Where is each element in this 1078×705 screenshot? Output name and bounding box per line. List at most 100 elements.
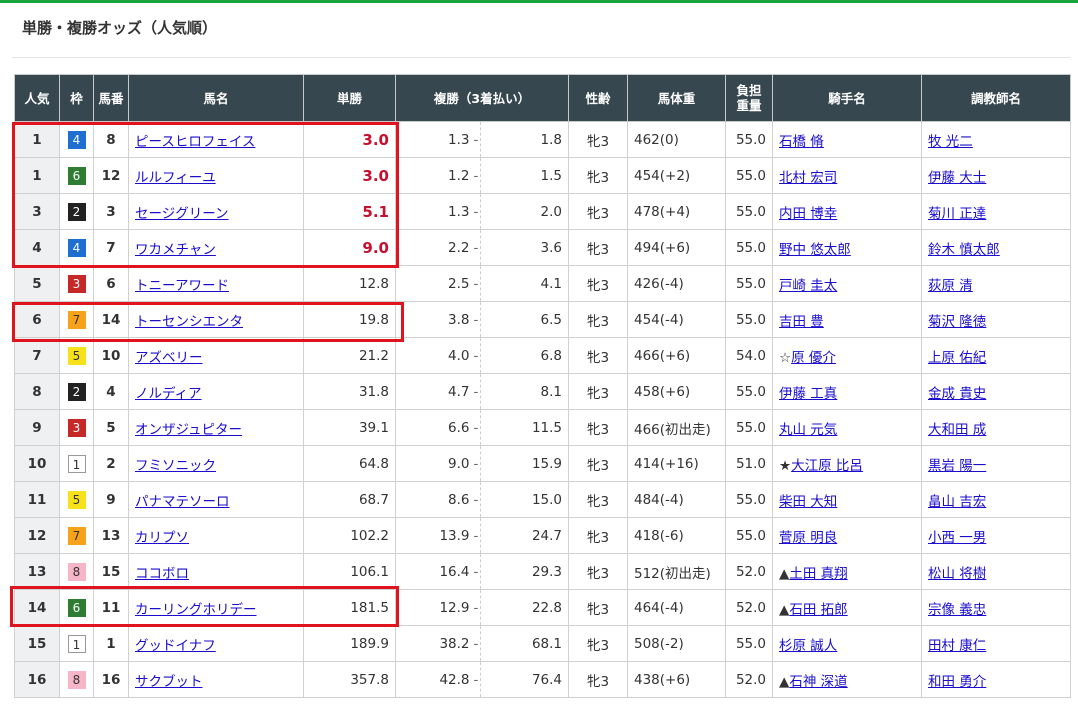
range-dash: - [473,455,479,472]
horse-name-link[interactable]: ココボロ [135,565,189,582]
table-row: 16 8 16 サクブット 357.8-42.8 76.4 牝3 438(+6) 52.0 ▲石神… [14,661,1071,698]
sex-age: 牝3 [568,625,628,662]
trainer-link[interactable]: 鈴木 慎太郎 [928,241,1000,258]
top-accent-bar [0,0,1078,3]
horse-name-cell: トニーアワード [128,265,304,302]
trainer-link[interactable]: 金成 貴史 [928,385,987,402]
jockey-link[interactable]: 吉田 豊 [779,313,824,330]
place-odds-min: 2.5 [448,275,470,292]
table-row: 15 1 1 グッドイナフ 189.9-38.2 68.1 牝3 508(-2) 55.0 杉原 … [14,625,1071,662]
horse-name-link[interactable]: グッドイナフ [135,637,216,654]
jockey-link[interactable]: 石橋 脩 [779,133,824,150]
range-dash: - [473,311,479,328]
horse-name-link[interactable]: カリプソ [135,529,189,546]
trainer-cell: 菊川 正達 [921,193,1071,230]
horse-name-link[interactable]: セージグリーン [135,205,229,222]
horse-name-link[interactable]: カーリングホリデー [135,601,257,618]
jockey-link[interactable]: 菅原 明良 [779,529,838,546]
win-odds: 189.9 [303,625,396,662]
frame-cell: 6 [59,157,94,194]
jockey-link[interactable]: 杉原 誠人 [779,637,838,654]
trainer-link[interactable]: 田村 康仁 [928,637,987,654]
horse-name-link[interactable]: フミソニック [135,457,216,474]
trainer-cell: 松山 将樹 [921,553,1071,590]
place-odds-min: 1.3 [448,131,470,148]
trainer-link[interactable]: 和田 勇介 [928,673,987,690]
apprentice-mark: ★ [779,457,792,474]
trainer-link[interactable]: 荻原 清 [928,277,973,294]
carried-weight: 55.0 [725,193,773,230]
jockey-cell: 柴田 大知 [772,481,922,518]
popularity: 9 [14,409,60,446]
place-odds-min: 12.9 [439,599,470,616]
frame-badge: 4 [67,130,86,149]
horse-name-link[interactable]: サクブット [135,673,203,690]
place-odds-max: 2.0 [480,193,569,230]
trainer-cell: 荻原 清 [921,265,1071,302]
horse-name-cell: ココボロ [128,553,304,590]
win-odds: 181.5 [303,589,396,626]
horse-number: 5 [93,409,129,446]
trainer-cell: 伊藤 大士 [921,157,1071,194]
horse-name-link[interactable]: オンザジュピター [135,421,243,438]
range-dash: - [473,527,479,544]
jockey-link[interactable]: 柴田 大知 [779,493,838,510]
trainer-link[interactable]: 松山 将樹 [928,565,987,582]
jockey-cell: 野中 悠太郎 [772,229,922,266]
jockey-link[interactable]: 石神 深道 [789,673,848,690]
horse-name-cell: アズベリー [128,337,304,374]
jockey-link[interactable]: 原 優介 [791,349,836,366]
horse-name-link[interactable]: ワカメチャン [135,241,216,258]
trainer-link[interactable]: 菊沢 隆徳 [928,313,987,330]
horse-name-link[interactable]: トーセンシエンタ [135,313,243,330]
trainer-link[interactable]: 畠山 吉宏 [928,493,987,510]
jockey-link[interactable]: 丸山 元気 [779,421,838,438]
horse-name-link[interactable]: トニーアワード [135,277,229,294]
trainer-link[interactable]: 宗像 義忠 [928,601,987,618]
jockey-link[interactable]: 石田 拓郎 [789,601,848,618]
sex-age: 牝3 [568,193,628,230]
horse-name-link[interactable]: ピースヒロフェイス [135,133,256,150]
jockey-link[interactable]: 伊藤 工真 [779,385,838,402]
horse-number: 7 [93,229,129,266]
popularity: 12 [14,517,60,554]
trainer-link[interactable]: 牧 光二 [928,133,973,150]
carried-weight: 55.0 [725,481,773,518]
frame-cell: 4 [59,121,94,158]
jockey-cell: 杉原 誠人 [772,625,922,662]
header-frame: 枠 [59,74,94,122]
horse-name-cell: カリプソ [128,517,304,554]
frame-cell: 8 [59,661,94,698]
horse-name-link[interactable]: ノルディア [135,385,202,402]
table-header: 人気 枠 馬番 馬名 単勝 複勝（3着払い） 性齢 馬体重 負担 重量 騎手名 調… [14,74,1071,122]
horse-name-link[interactable]: パナマテソーロ [135,493,230,510]
jockey-link[interactable]: 野中 悠太郎 [779,241,851,258]
win-odds: 9.0 [303,229,396,266]
header-jockey: 騎手名 [772,74,922,122]
win-odds: 357.8 [303,661,396,698]
carried-weight: 54.0 [725,337,773,374]
horse-name-link[interactable]: アズベリー [135,349,203,366]
frame-badge: 3 [67,274,86,293]
jockey-link[interactable]: 北村 宏司 [779,169,838,186]
trainer-link[interactable]: 黒岩 陽一 [928,457,987,474]
place-odds-max: 6.8 [480,337,569,374]
carried-weight: 55.0 [725,409,773,446]
jockey-link[interactable]: 戸崎 圭太 [779,277,838,294]
trainer-link[interactable]: 小西 一男 [928,529,987,546]
trainer-link[interactable]: 大和田 成 [928,421,987,438]
trainer-link[interactable]: 上原 佑紀 [928,349,987,366]
carried-weight: 51.0 [725,445,773,482]
jockey-link[interactable]: 内田 博幸 [779,205,838,222]
horse-name-link[interactable]: ルルフィーユ [135,169,216,186]
jockey-link[interactable]: 大江原 比呂 [791,457,863,474]
apprentice-mark: ▲ [779,601,790,618]
sex-age: 牝3 [568,661,628,698]
jockey-cell: 内田 博幸 [772,193,922,230]
trainer-link[interactable]: 菊川 正達 [928,205,987,222]
trainer-link[interactable]: 伊藤 大士 [928,169,987,186]
jockey-link[interactable]: 土田 真翔 [789,565,848,582]
carried-weight: 55.0 [725,265,773,302]
jockey-cell: 北村 宏司 [772,157,922,194]
horse-number: 1 [93,625,129,662]
